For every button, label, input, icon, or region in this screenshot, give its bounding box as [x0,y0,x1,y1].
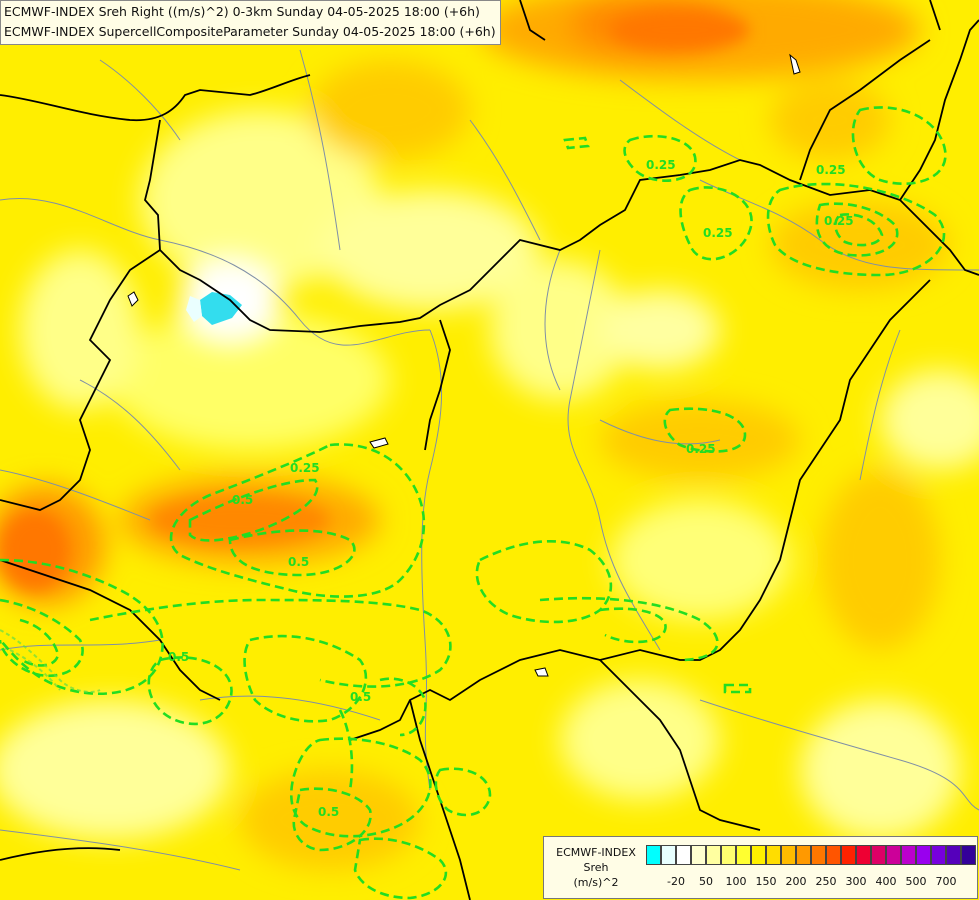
title-line-2: ECMWF-INDEX SupercellCompositeParameter … [4,24,496,39]
legend-swatch [961,845,976,865]
legend-tick-label: 300 [845,875,867,888]
legend-swatch [721,845,736,865]
legend-tick-label: 250 [815,875,837,888]
legend-swatches [646,845,976,865]
color-legend: ECMWF-INDEX Sreh (m/s)^2 -20 50 100 150 200 2… [543,836,978,899]
map-title-box: ECMWF-INDEX Sreh Right ((m/s)^2) 0-3km S… [0,0,501,45]
legend-swatch [916,845,931,865]
lakes [127,53,801,677]
legend-swatch [796,845,811,865]
legend-swatch [661,845,676,865]
legend-swatch [931,845,946,865]
legend-swatch [751,845,766,865]
legend-swatch [856,845,871,865]
legend-swatch [766,845,781,865]
legend-tick-label: 400 [875,875,897,888]
legend-swatch [841,845,856,865]
legend-swatch [871,845,886,865]
legend-tick-label: 150 [755,875,777,888]
legend-tick-label: -20 [667,875,685,888]
legend-title: ECMWF-INDEX Sreh (m/s)^2 [546,845,646,890]
legend-swatch [706,845,721,865]
legend-tick-label: 500 [905,875,927,888]
legend-swatch [826,845,841,865]
title-line-1: ECMWF-INDEX Sreh Right ((m/s)^2) 0-3km S… [4,4,480,19]
legend-swatch [781,845,796,865]
legend-ticks: -20 50 100 150 200 250 300 400 500 700 [646,875,976,889]
legend-swatch [886,845,901,865]
legend-swatch [736,845,751,865]
legend-source: ECMWF-INDEX [556,846,636,859]
legend-swatch [946,845,961,865]
legend-tick-label: 700 [935,875,957,888]
legend-swatch [676,845,691,865]
legend-tick-label: 200 [785,875,807,888]
legend-tick-label: 50 [699,875,713,888]
legend-swatch [646,845,661,865]
scp-contours [0,106,947,900]
legend-tick-label: 100 [725,875,747,888]
legend-swatch [811,845,826,865]
legend-swatch [901,845,916,865]
legend-swatch [691,845,706,865]
legend-units: (m/s)^2 [573,876,619,889]
shading-layer [0,0,979,870]
legend-variable: Sreh [583,861,609,874]
